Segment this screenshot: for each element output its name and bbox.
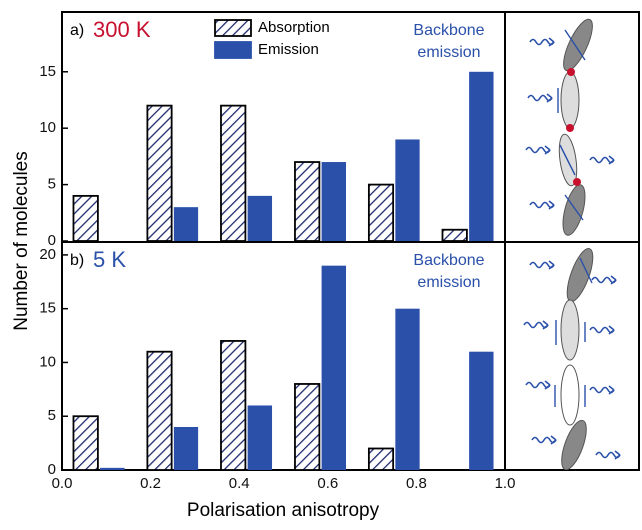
x-tick-label: 0.2 <box>140 475 161 492</box>
bar <box>247 195 273 241</box>
bar <box>146 350 173 471</box>
x-tick-label: 0.8 <box>406 475 427 492</box>
legend-label: Absorption <box>258 19 330 36</box>
bar <box>72 194 99 242</box>
y-tick-label: 0 <box>48 232 56 249</box>
x-axis-label: Polarisation anisotropy <box>187 500 380 521</box>
y-tick-label: 15 <box>39 63 56 80</box>
bar <box>469 351 494 470</box>
legend-swatch <box>214 41 252 59</box>
y-tick-label: 15 <box>39 300 56 317</box>
bar <box>395 139 420 241</box>
x-tick-label: 0.4 <box>229 475 250 492</box>
legend-label: Emission <box>258 41 319 58</box>
y-tick-label: 10 <box>39 353 56 370</box>
x-tick-label: 0.0 <box>52 475 73 492</box>
y-tick-label: 20 <box>39 246 56 263</box>
annotation: emission <box>417 274 480 291</box>
y-tick-label: 0 <box>48 461 56 478</box>
y-axis-label: Number of molecules <box>11 151 32 331</box>
annotation: Backbone <box>413 22 484 39</box>
bar <box>321 162 347 241</box>
bar <box>220 104 247 242</box>
y-tick-label: 10 <box>39 119 56 136</box>
annotation: emission <box>417 44 480 61</box>
bar <box>367 447 395 471</box>
bar <box>367 183 395 242</box>
bar <box>441 228 468 242</box>
legend-swatch <box>214 19 252 37</box>
x-tick-label: 0.6 <box>317 475 338 492</box>
bar <box>220 340 247 471</box>
bar <box>321 265 347 470</box>
bar <box>173 426 199 470</box>
temperature-label: 300 K <box>93 17 151 42</box>
annotation: Backbone <box>413 252 484 269</box>
panel-label: b) <box>70 252 84 269</box>
bar <box>294 383 321 471</box>
panel-label: a) <box>70 22 84 39</box>
schematic-top <box>525 18 615 236</box>
bar <box>100 467 125 470</box>
bar <box>294 161 321 242</box>
y-tick-label: 5 <box>48 176 56 193</box>
schematic-bottom <box>523 248 621 471</box>
bar <box>72 415 99 471</box>
bar <box>395 308 420 470</box>
y-tick-label: 5 <box>48 407 56 424</box>
bar <box>247 405 273 470</box>
bar <box>469 71 494 241</box>
bar <box>146 104 173 242</box>
temperature-label: 5 K <box>93 247 126 272</box>
bar <box>173 207 199 241</box>
x-tick-label: 1.0 <box>495 475 516 492</box>
